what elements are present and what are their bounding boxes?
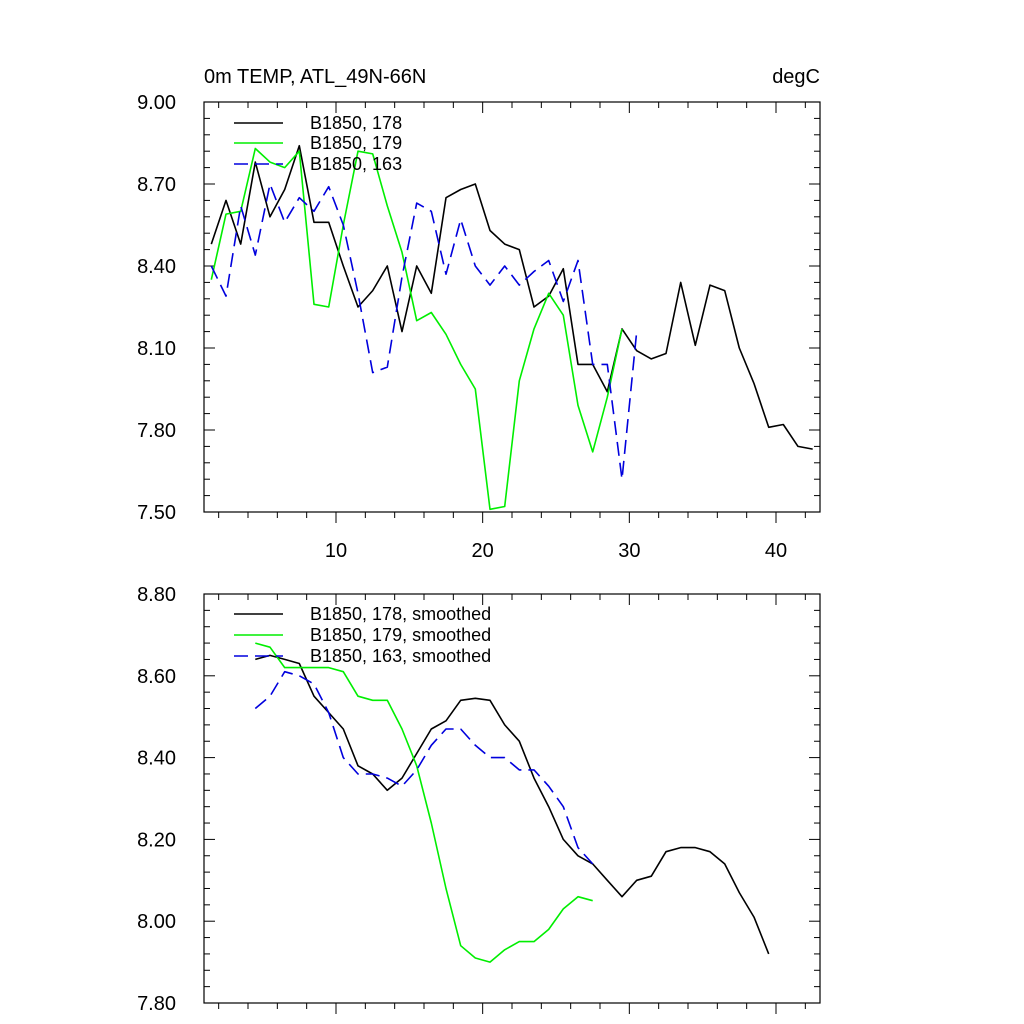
chart-panel-1: 7.50 7.80 8.10 8.40 8.70 9.00 10 20 30 40 0m TEMP,…: [137, 66, 821, 562]
y-tick-label: 8.20: [137, 829, 176, 851]
x-tick-label: 40: [765, 540, 787, 562]
y-tick-label: 7.80: [137, 993, 176, 1015]
y-tick-label: 8.00: [137, 911, 176, 933]
chart-panel-2: 7.80 8.00 8.20 8.40 8.60 8.80 B1850, 178, smoo…: [137, 584, 821, 1015]
legend-label-2: B1850, 179: [310, 133, 402, 153]
y-tick-label: 8.80: [137, 584, 176, 606]
legend-label-1: B1850, 178: [310, 113, 402, 133]
series-line-2: [210, 147, 623, 511]
series-line-1: [255, 654, 770, 955]
y-tick-label: 8.40: [137, 256, 176, 278]
legend-label-3: B1850, 163, smoothed: [310, 646, 491, 666]
legend-label-1: B1850, 178, smoothed: [310, 604, 491, 624]
x-tick-label: 10: [325, 540, 347, 562]
legend-label-3: B1850, 163: [310, 154, 402, 174]
y-tick-label: 8.70: [137, 174, 176, 196]
y-tick-label: 9.00: [137, 92, 176, 114]
x-tick-label: 20: [472, 540, 494, 562]
y-tick-label: 8.10: [137, 338, 176, 360]
y-tick-label: 7.80: [137, 420, 176, 442]
x-tick-label: 30: [618, 540, 640, 562]
y-tick-label: 7.50: [137, 502, 176, 524]
y-tick-label: 8.60: [137, 666, 176, 688]
series-line-3: [254, 670, 594, 865]
series-line-3: [210, 183, 638, 481]
y-tick-label: 8.40: [137, 748, 176, 770]
plot-frame: [203, 593, 821, 1004]
chart-title: 0m TEMP, ATL_49N-66N: [204, 66, 426, 88]
units-label: degC: [772, 66, 820, 88]
legend-label-2: B1850, 179, smoothed: [310, 625, 491, 645]
series-line-2: [255, 642, 593, 963]
series-line-1: [210, 144, 813, 450]
